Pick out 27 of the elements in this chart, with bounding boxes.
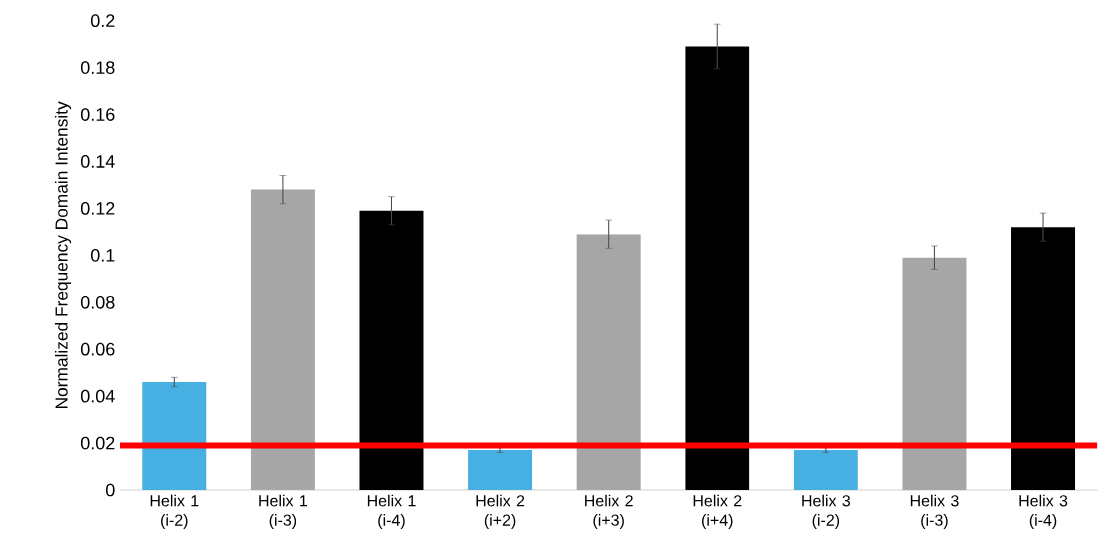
bar <box>685 46 750 490</box>
y-tick-label: 0.14 <box>80 155 115 168</box>
x-tick-label: Helix 3 (i-2) <box>802 494 851 529</box>
bar <box>359 210 424 490</box>
y-tick-label: 0.12 <box>80 202 115 215</box>
y-tick-label: 0.18 <box>80 61 115 74</box>
y-tick-label: 0.08 <box>80 295 115 309</box>
x-tick-label: Helix 2 (i+2) <box>476 494 525 529</box>
x-tick-label: Helix 1 (i-4) <box>367 494 416 529</box>
y-tick-label: 0.2 <box>90 14 115 28</box>
bar <box>142 382 207 490</box>
x-tick-label: Helix 3 (i-4) <box>1019 494 1068 529</box>
y-tick-label: 0.02 <box>80 436 115 450</box>
y-tick-label: 0.1 <box>90 248 115 262</box>
x-tick-label: Helix 1 (i-3) <box>259 494 307 529</box>
y-axis-title: Normalized Frequency Domain Intensity <box>54 101 72 409</box>
x-tick-label: Helix 3 (i-3) <box>910 494 959 529</box>
bar <box>1011 227 1076 490</box>
x-tick-label: Helix 1 (i-2) <box>150 494 199 529</box>
x-tick-label: Helix 2 (i+3) <box>585 494 633 529</box>
bar <box>793 450 858 490</box>
y-tick-label: 0 <box>105 483 115 497</box>
x-tick-label: Helix 2 (i+4) <box>693 494 742 529</box>
y-tick-label: 0.16 <box>80 108 115 121</box>
y-tick-label: 0.06 <box>80 342 115 356</box>
bar <box>468 450 533 490</box>
y-tick-label: 0.04 <box>80 389 115 403</box>
